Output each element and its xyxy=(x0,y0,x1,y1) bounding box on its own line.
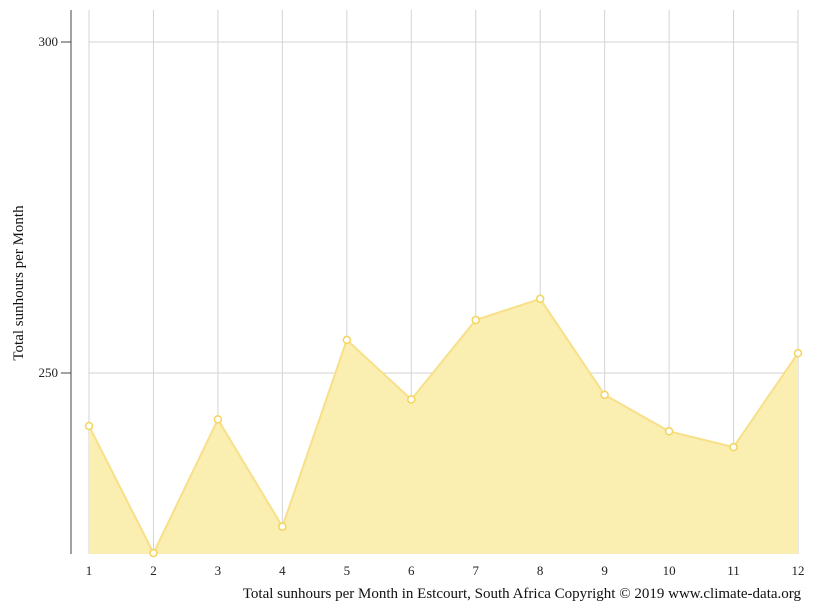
data-point-month-1 xyxy=(84,421,94,431)
x-tick-label: 8 xyxy=(537,563,544,578)
data-point-month-10 xyxy=(664,427,674,436)
data-point-month-2 xyxy=(149,548,158,558)
data-point-month-8 xyxy=(535,294,545,304)
x-tick-label: 5 xyxy=(344,563,351,578)
x-tick-label: 6 xyxy=(408,563,415,578)
x-tick-label: 2 xyxy=(150,563,157,578)
x-tick-label: 3 xyxy=(215,563,222,578)
x-tick-label: 1 xyxy=(86,563,93,578)
data-point-month-6 xyxy=(407,395,416,404)
data-point-month-3 xyxy=(213,415,223,424)
x-tick-label: 9 xyxy=(601,563,608,578)
x-tick-label: 7 xyxy=(472,563,479,578)
data-point-month-5 xyxy=(342,335,352,345)
data-point-month-9 xyxy=(600,390,609,400)
y-tick-labels: 250 300 xyxy=(39,34,59,380)
x-tick-label: 11 xyxy=(727,563,740,578)
x-tick-labels: 1 2 3 4 5 6 7 8 9 10 11 12 xyxy=(86,563,805,578)
axes xyxy=(61,10,72,554)
data-points xyxy=(84,294,803,558)
chart-caption: Total sunhours per Month in Estcourt, So… xyxy=(243,586,802,602)
y-tick-label: 300 xyxy=(39,34,59,49)
data-point-month-12 xyxy=(793,348,803,358)
y-tick-label: 250 xyxy=(39,365,59,380)
x-tick-label: 12 xyxy=(792,563,805,578)
series-area xyxy=(89,298,798,554)
data-point-month-7 xyxy=(471,315,480,325)
data-point-month-11 xyxy=(729,442,738,452)
x-tick-label: 4 xyxy=(279,563,286,578)
y-axis-title: Total sunhours per Month xyxy=(11,205,27,361)
x-tick-label: 10 xyxy=(663,563,676,578)
data-point-month-4 xyxy=(278,522,287,531)
series-line xyxy=(88,297,799,556)
